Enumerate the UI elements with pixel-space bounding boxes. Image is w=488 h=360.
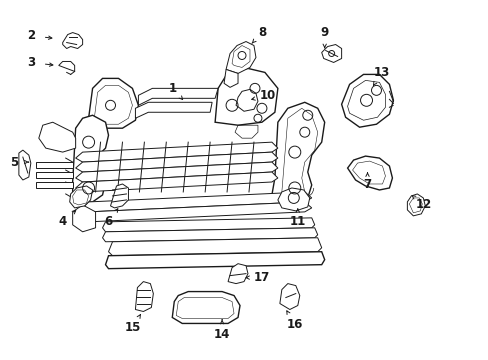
Text: 17: 17: [253, 271, 269, 284]
Text: 16: 16: [286, 318, 303, 331]
Text: 11: 11: [289, 215, 305, 228]
Text: 9: 9: [320, 26, 328, 39]
Polygon shape: [236, 89, 258, 111]
Polygon shape: [135, 102, 212, 118]
Text: 6: 6: [104, 215, 112, 228]
Polygon shape: [36, 162, 73, 168]
Polygon shape: [271, 102, 324, 205]
Polygon shape: [62, 32, 82, 49]
Text: 3: 3: [27, 56, 35, 69]
Text: 7: 7: [363, 179, 371, 192]
Polygon shape: [215, 68, 277, 125]
Text: 4: 4: [59, 215, 67, 228]
Polygon shape: [224, 69, 238, 87]
Text: 10: 10: [259, 89, 275, 102]
Polygon shape: [19, 150, 31, 180]
Polygon shape: [73, 205, 95, 232]
Polygon shape: [138, 88, 218, 105]
Polygon shape: [82, 192, 311, 212]
Polygon shape: [105, 252, 324, 269]
Polygon shape: [76, 142, 277, 162]
Polygon shape: [36, 172, 73, 178]
Polygon shape: [135, 282, 153, 311]
Polygon shape: [88, 78, 138, 128]
Text: 8: 8: [257, 26, 265, 39]
Polygon shape: [227, 264, 247, 284]
Polygon shape: [347, 156, 392, 190]
Text: 15: 15: [124, 321, 141, 334]
Polygon shape: [321, 45, 341, 62]
Polygon shape: [277, 188, 309, 211]
Polygon shape: [108, 238, 321, 256]
Polygon shape: [76, 172, 277, 192]
Polygon shape: [172, 292, 240, 323]
Text: 1: 1: [168, 82, 176, 95]
Text: 13: 13: [372, 66, 389, 79]
Polygon shape: [110, 184, 128, 208]
Polygon shape: [225, 41, 255, 73]
Polygon shape: [69, 186, 92, 208]
Text: 2: 2: [27, 29, 35, 42]
Text: 12: 12: [415, 198, 431, 211]
Polygon shape: [102, 218, 314, 232]
Polygon shape: [76, 152, 277, 172]
Polygon shape: [36, 182, 73, 188]
Polygon shape: [102, 228, 317, 242]
Polygon shape: [76, 162, 277, 182]
Polygon shape: [279, 284, 299, 310]
Text: 5: 5: [10, 156, 18, 168]
Polygon shape: [407, 194, 425, 216]
Polygon shape: [82, 202, 311, 222]
Polygon shape: [73, 115, 108, 202]
Polygon shape: [39, 122, 76, 152]
Text: 14: 14: [213, 328, 230, 341]
Polygon shape: [341, 75, 393, 127]
